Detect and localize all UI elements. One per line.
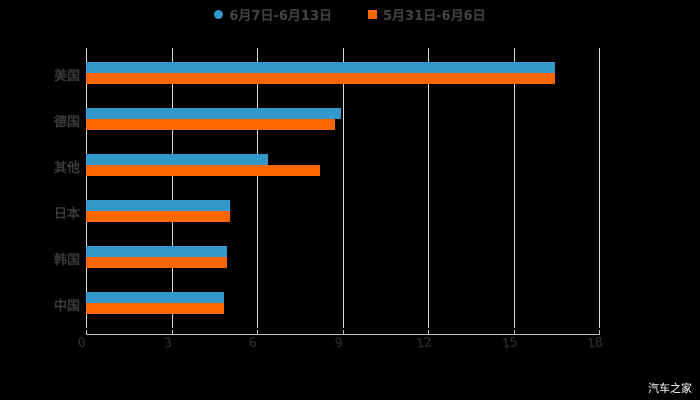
watermark: 汽车之家 xyxy=(648,382,692,395)
bar[interactable] xyxy=(86,200,230,211)
bar[interactable] xyxy=(86,211,230,222)
gridline xyxy=(171,48,173,328)
x-tick-label: 9 xyxy=(333,335,344,352)
bar[interactable] xyxy=(86,303,224,314)
x-tick-label: 6 xyxy=(248,335,258,352)
bar[interactable] xyxy=(86,165,320,176)
x-tick xyxy=(513,330,515,335)
gridline xyxy=(342,48,344,328)
x-tick-label: 0 xyxy=(77,335,87,352)
x-tick xyxy=(428,330,429,335)
category-label: 德国 xyxy=(53,115,80,130)
gridline xyxy=(257,48,258,328)
bar[interactable] xyxy=(86,119,336,130)
bar[interactable] xyxy=(86,292,224,303)
category-label: 中国 xyxy=(53,299,80,314)
x-tick xyxy=(599,330,600,335)
x-tick xyxy=(171,330,173,335)
gridline xyxy=(428,48,429,328)
legend-label-series-1: 6月7日-6月13日 xyxy=(229,8,332,24)
x-tick-label: 12 xyxy=(415,334,433,353)
bar[interactable] xyxy=(86,62,555,73)
x-tick-label: 3 xyxy=(162,335,173,352)
legend: 6月7日-6月13日 5月31日-6月6日 xyxy=(0,4,700,24)
legend-item-series-1[interactable]: 6月7日-6月13日 xyxy=(214,4,332,24)
category-label: 日本 xyxy=(53,207,80,222)
x-axis-line xyxy=(86,334,600,335)
series-1-circle-icon xyxy=(214,9,224,19)
series-2-square-icon xyxy=(368,9,377,19)
gridline xyxy=(599,48,600,328)
category-label: 韩国 xyxy=(53,253,80,268)
legend-item-series-2[interactable]: 5月31日-6月6日 xyxy=(368,4,486,24)
category-label: 美国 xyxy=(53,69,80,84)
bar[interactable] xyxy=(86,257,228,268)
x-tick xyxy=(342,330,344,335)
bar[interactable] xyxy=(86,246,228,257)
x-tick-label: 18 xyxy=(586,334,604,353)
legend-label-series-2: 5月31日-6月6日 xyxy=(383,8,486,24)
gridline xyxy=(513,48,515,328)
gridline xyxy=(86,48,87,328)
bar[interactable] xyxy=(86,108,342,119)
x-tick xyxy=(257,330,258,335)
x-tick xyxy=(86,330,87,335)
category-label: 其他 xyxy=(53,161,80,176)
bar[interactable] xyxy=(86,73,555,84)
bar[interactable] xyxy=(86,154,269,165)
x-tick-label: 15 xyxy=(500,334,519,353)
